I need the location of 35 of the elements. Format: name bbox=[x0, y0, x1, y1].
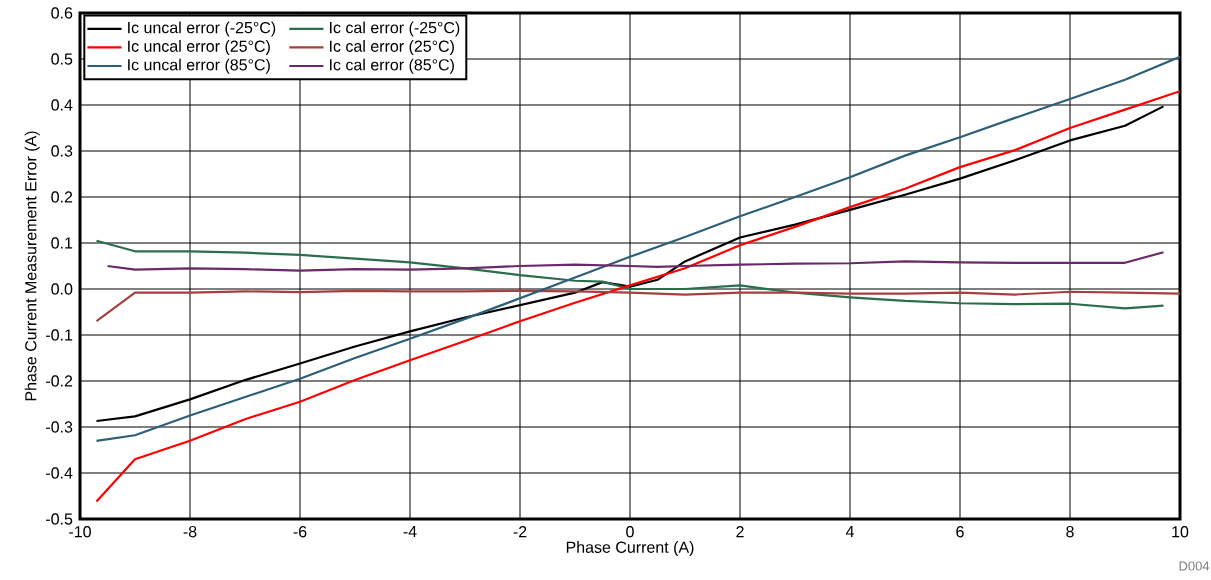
y-tick-label: 0.3 bbox=[51, 145, 73, 157]
y-tick-label: 0.2 bbox=[51, 191, 73, 203]
y-tick-label: -0.2 bbox=[46, 375, 73, 387]
y-tick-label: -0.1 bbox=[46, 329, 73, 341]
x-tick-label: 2 bbox=[736, 526, 744, 538]
y-tick-label: 0.1 bbox=[51, 237, 73, 249]
x-tick-label: -2 bbox=[513, 526, 527, 538]
x-tick-label: 4 bbox=[845, 526, 854, 538]
legend-label: Ic uncal error (25°C) bbox=[128, 40, 270, 56]
x-tick-label: -8 bbox=[183, 526, 197, 538]
legend-label: Ic uncal error (85°C) bbox=[128, 58, 270, 74]
x-tick-label: -6 bbox=[293, 526, 307, 538]
text: D004 bbox=[1179, 561, 1210, 571]
y-tick-label: 0.6 bbox=[51, 7, 73, 19]
x-tick-label: 0 bbox=[626, 526, 634, 538]
x-tick-label: 10 bbox=[1172, 526, 1189, 538]
line-series bbox=[95, 239, 1165, 310]
y-axis-title: Phase Current Measurement Error (A) bbox=[24, 131, 40, 401]
line-series bbox=[95, 289, 1180, 323]
y-tick-label: -0.5 bbox=[46, 513, 73, 525]
y-tick-label: 0.4 bbox=[51, 99, 73, 111]
x-tick-label: 6 bbox=[956, 526, 964, 538]
legend-label: Ic cal error (85°C) bbox=[330, 58, 454, 74]
legend-label: Ic cal error (25°C) bbox=[330, 40, 454, 56]
legend-label: Ic uncal error (-25°C) bbox=[128, 21, 276, 37]
y-tick-label: -0.3 bbox=[46, 421, 73, 433]
x-axis-title: Phase Current (A) bbox=[566, 541, 694, 557]
x-tick-label: -10 bbox=[69, 526, 91, 538]
y-tick-label: 0.5 bbox=[51, 53, 73, 65]
x-tick-label: -4 bbox=[403, 526, 417, 538]
y-tick-label: 0.0 bbox=[51, 283, 73, 295]
legend-label: Ic cal error (-25°C) bbox=[330, 21, 460, 37]
y-tick-label: -0.4 bbox=[46, 467, 73, 479]
line-series bbox=[95, 90, 1180, 503]
x-tick-label: 8 bbox=[1066, 526, 1074, 538]
